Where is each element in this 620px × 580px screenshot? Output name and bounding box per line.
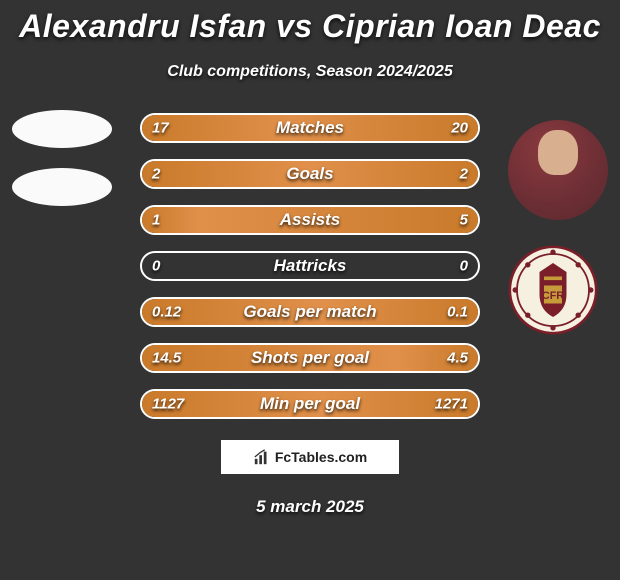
stat-label: Goals per match xyxy=(243,302,376,322)
chart-icon xyxy=(253,448,271,466)
stat-row: 0.12 Goals per match 0.1 xyxy=(140,297,480,327)
stat-value-right: 2 xyxy=(460,166,468,183)
stat-label: Shots per goal xyxy=(251,348,369,368)
stat-value-left: 14.5 xyxy=(152,350,181,367)
comparison-title: Alexandru Isfan vs Ciprian Ioan Deac xyxy=(0,0,620,45)
stat-label: Hattricks xyxy=(274,256,347,276)
stat-value-right: 4.5 xyxy=(447,350,468,367)
stat-row: 17 Matches 20 xyxy=(140,113,480,143)
stat-row: 0 Hattricks 0 xyxy=(140,251,480,281)
comparison-subtitle: Club competitions, Season 2024/2025 xyxy=(0,63,620,81)
stat-value-right: 0 xyxy=(460,258,468,275)
stat-label: Goals xyxy=(286,164,333,184)
stat-bar-right xyxy=(310,161,478,187)
stat-value-right: 20 xyxy=(451,120,468,137)
stat-value-right: 1271 xyxy=(435,396,468,413)
stat-bar-left xyxy=(142,207,199,233)
stat-label: Matches xyxy=(276,118,344,138)
stat-value-left: 2 xyxy=(152,166,160,183)
stat-value-right: 0.1 xyxy=(447,304,468,321)
stat-value-right: 5 xyxy=(460,212,468,229)
stat-row: 1127 Min per goal 1271 xyxy=(140,389,480,419)
stats-container: 17 Matches 20 2 Goals 2 1 Assists 5 0 Hattricks 0 0.… xyxy=(0,113,620,419)
stat-label: Assists xyxy=(280,210,340,230)
stat-value-left: 0 xyxy=(152,258,160,275)
stat-row: 14.5 Shots per goal 4.5 xyxy=(140,343,480,373)
stat-row: 2 Goals 2 xyxy=(140,159,480,189)
stat-row: 1 Assists 5 xyxy=(140,205,480,235)
stat-value-left: 1127 xyxy=(152,396,184,413)
brand-text: FcTables.com xyxy=(275,449,367,465)
stat-label: Min per goal xyxy=(260,394,360,414)
stat-bar-left xyxy=(142,161,310,187)
brand-footer: FcTables.com xyxy=(220,439,400,475)
stat-value-left: 0.12 xyxy=(152,304,181,321)
stat-value-left: 17 xyxy=(152,120,169,137)
stat-value-left: 1 xyxy=(152,212,160,229)
comparison-date: 5 march 2025 xyxy=(0,497,620,517)
